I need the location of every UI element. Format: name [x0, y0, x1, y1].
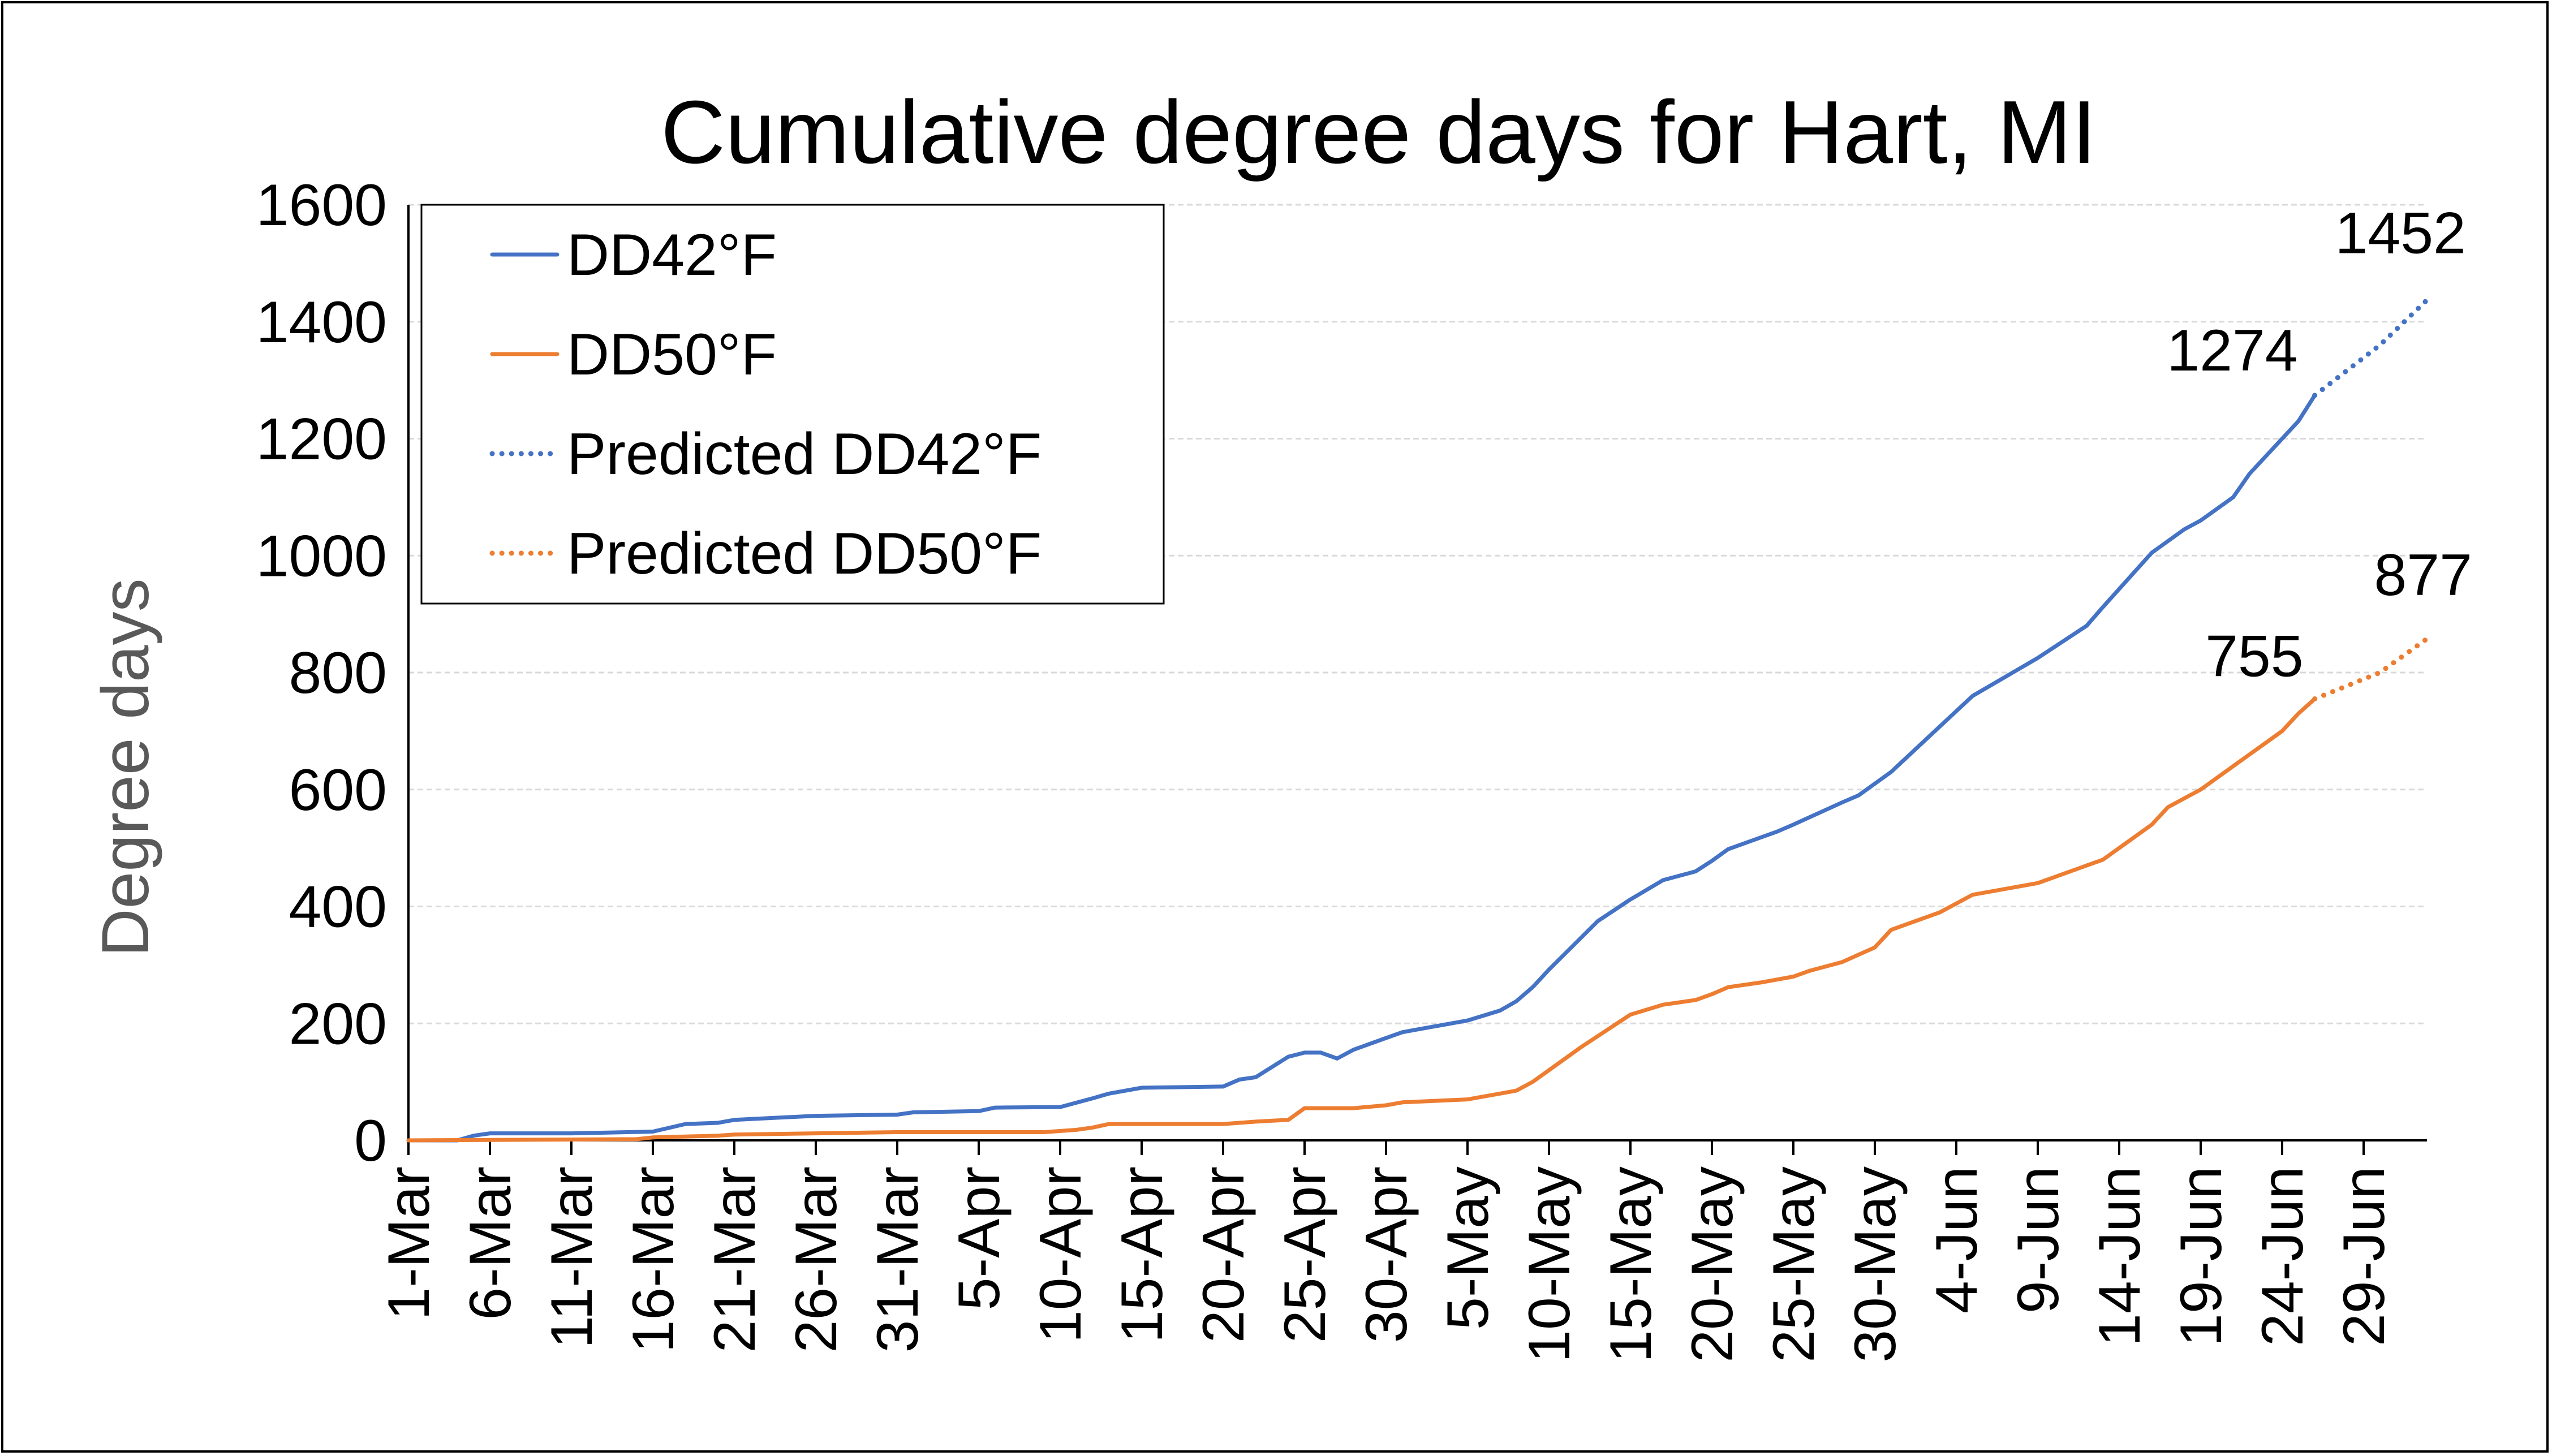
x-tick-label: 15-May	[1598, 1166, 1664, 1363]
x-tick-label: 20-Apr	[1191, 1166, 1256, 1343]
data-label: 1452	[2335, 200, 2466, 266]
legend: DD42°F DD50°F Predicted DD42°F Predicted DD…	[420, 204, 1165, 605]
y-tick-label: 1400	[256, 290, 387, 355]
x-tick-labels: 1-Mar 6-Mar 11-Mar 16-Mar 21-Mar 26-Mar 31-Mar…	[376, 1166, 2397, 1363]
x-tick-label: 31-Mar	[865, 1166, 931, 1352]
legend-entry-label: DD50°F	[567, 322, 777, 387]
series-lines	[406, 295, 2431, 1143]
x-tick-label: 4-Jun	[1924, 1166, 1990, 1313]
y-tick-label: 200	[289, 991, 387, 1057]
data-label: 755	[2205, 624, 2304, 690]
data-label: 1274	[2167, 318, 2297, 384]
x-tick-label: 26-Mar	[784, 1166, 849, 1352]
x-tick-label: 25-May	[1761, 1166, 1827, 1363]
x-tick-label: 16-Mar	[621, 1166, 686, 1352]
y-tick-label: 1200	[256, 407, 387, 472]
series-line-dd50-f	[406, 697, 2317, 1143]
x-tick-label: 15-Apr	[1109, 1166, 1175, 1343]
x-tick-label: 30-May	[1843, 1166, 1908, 1363]
x-tick-label: 14-Jun	[2087, 1166, 2153, 1346]
x-tick-label: 1-Mar	[376, 1166, 442, 1320]
x-tick-label: 5-Apr	[946, 1166, 1012, 1310]
x-tick-label: 5-May	[1435, 1166, 1501, 1330]
legend-entry-label: Predicted DD42°F	[567, 421, 1042, 487]
x-tick-label: 20-May	[1680, 1166, 1745, 1363]
x-tick-label: 10-May	[1517, 1166, 1582, 1363]
x-tick-label: 24-Jun	[2250, 1166, 2316, 1346]
y-tick-label: 800	[289, 640, 387, 706]
y-tick-label: 0	[354, 1108, 387, 1174]
x-tick-label: 6-Mar	[458, 1166, 523, 1320]
x-tick-label: 29-Jun	[2331, 1166, 2397, 1346]
series-line-dd42-f	[406, 393, 2317, 1143]
legend-entry-label: DD42°F	[567, 222, 777, 288]
legend-entry-label: Predicted DD50°F	[567, 521, 1042, 587]
y-tick-label: 600	[289, 757, 387, 823]
x-tick-label: 25-Apr	[1272, 1166, 1338, 1343]
y-tick-labels: 0 200 400 600 800 1000 1200 1400 1600	[256, 173, 387, 1174]
x-tick-label: 21-Mar	[702, 1166, 768, 1352]
y-axis-label: Degree days	[88, 578, 163, 957]
series-line-predicted-dd50-f	[2312, 635, 2431, 701]
series-line-predicted-dd42-f	[2312, 295, 2431, 398]
chart-title: Cumulative degree days for Hart, MI	[661, 83, 2097, 182]
x-tick-label: 30-Apr	[1354, 1166, 1419, 1343]
x-tick-label: 19-Jun	[2168, 1166, 2234, 1346]
y-tick-label: 1000	[256, 523, 387, 589]
legend-box	[420, 204, 1165, 605]
y-tick-label: 1600	[256, 173, 387, 238]
y-tick-label: 400	[289, 875, 387, 940]
data-labels: 1274 1452 755 877	[2167, 200, 2472, 689]
x-tick-label: 11-Mar	[539, 1166, 605, 1349]
x-tick-label: 9-Jun	[2006, 1166, 2071, 1313]
data-label: 877	[2374, 542, 2472, 608]
x-tick-label: 10-Apr	[1028, 1166, 1094, 1343]
axes	[407, 205, 2427, 1155]
